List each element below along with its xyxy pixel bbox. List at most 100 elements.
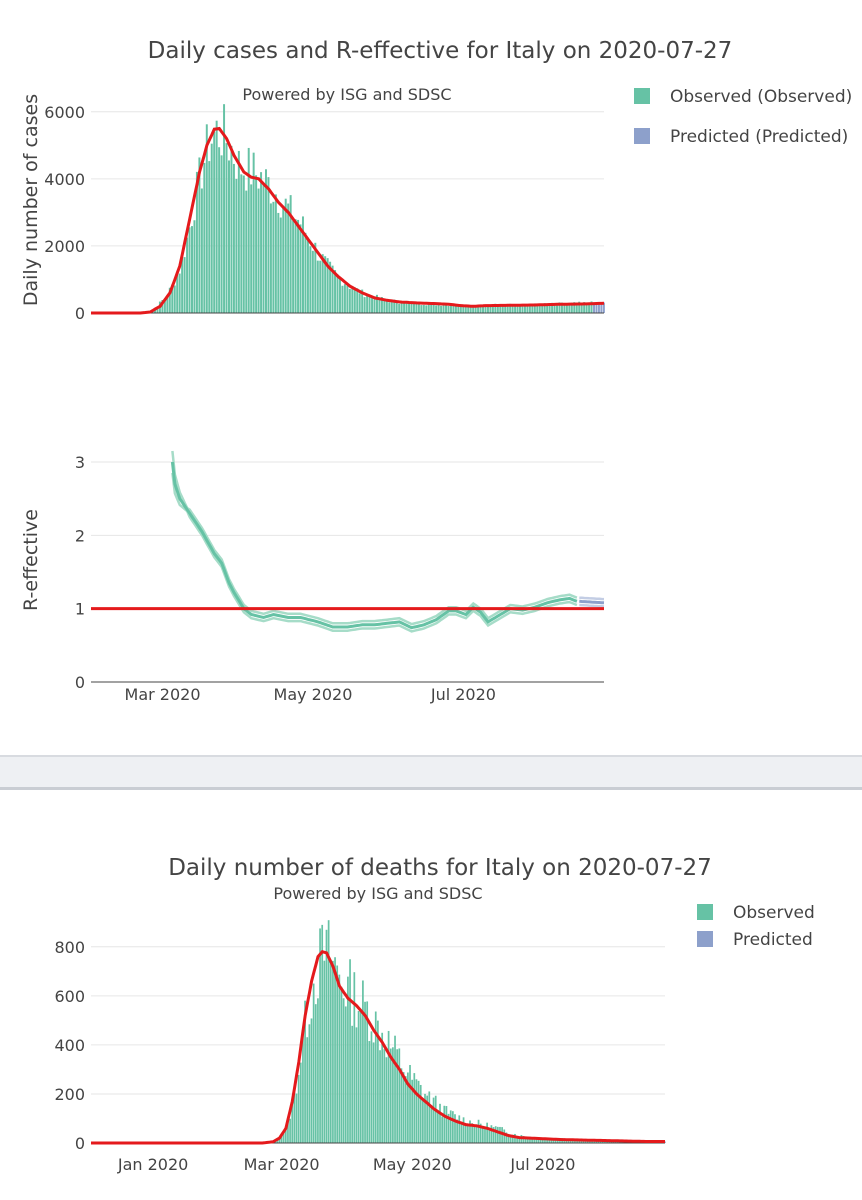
observed-bar [351, 288, 354, 313]
observed-bar [494, 1126, 497, 1143]
observed-bar [548, 1138, 551, 1143]
r-x-tick-label: Jul 2020 [430, 685, 496, 704]
observed-bar [511, 306, 514, 313]
observed-bar [464, 306, 467, 313]
observed-bar [282, 1132, 285, 1143]
r-x-tick-label: May 2020 [274, 685, 353, 704]
predicted-bar [597, 302, 600, 313]
observed-bar [434, 1095, 437, 1143]
observed-bar [321, 254, 324, 313]
legend-observed-swatch[interactable] [634, 88, 650, 104]
observed-bar [488, 1129, 491, 1143]
observed-bar [459, 306, 462, 313]
observed-bar [417, 1080, 420, 1143]
section-divider [0, 755, 862, 790]
observed-bar [456, 1119, 458, 1143]
r-lower-band [171, 472, 578, 633]
observed-bar [183, 257, 186, 313]
observed-bar [484, 1126, 486, 1143]
observed-bar [449, 305, 452, 313]
r-upper-band [171, 450, 578, 626]
observed-bar [506, 306, 509, 313]
observed-bar [312, 983, 315, 1143]
observed-bar [583, 302, 586, 313]
observed-bar [278, 1139, 281, 1143]
observed-bar [326, 258, 329, 313]
observed-bar [213, 132, 216, 313]
legend2-predicted-label[interactable]: Predicted [733, 930, 813, 950]
observed-bar [310, 1018, 313, 1143]
observed-bar [420, 305, 423, 313]
observed-bar [353, 972, 356, 1143]
observed-bar [531, 1137, 533, 1143]
observed-bar [188, 227, 191, 313]
observed-bar [348, 288, 351, 313]
observed-bar [163, 298, 166, 313]
observed-bar [321, 924, 324, 1143]
observed-bar [400, 1068, 403, 1143]
observed-bar [559, 1139, 561, 1143]
observed-bar [336, 965, 339, 1143]
observed-bar [531, 304, 534, 313]
observed-bar [486, 1122, 488, 1143]
observed-bar [417, 304, 420, 313]
legend-predicted-swatch[interactable] [634, 128, 650, 144]
observed-bar [327, 920, 330, 1143]
observed-bar [514, 1133, 516, 1143]
observed-bar [356, 288, 359, 313]
predicted-bar [602, 302, 605, 313]
legend2-observed-label[interactable]: Observed [733, 903, 815, 923]
smoothed-line [91, 950, 665, 1145]
deaths-figure: Daily number of deaths for Italy on 2020… [54, 855, 815, 1174]
observed-bar [504, 305, 507, 313]
observed-bar [509, 1134, 512, 1143]
observed-bar [331, 265, 334, 313]
observed-bar [373, 299, 376, 313]
r-y-tick-label: 2 [75, 526, 85, 545]
observed-bar [442, 305, 445, 313]
observed-bar [437, 304, 440, 313]
observed-bar [276, 1139, 279, 1143]
legend-predicted-label[interactable]: Predicted (Predicted) [670, 127, 848, 147]
observed-bar [484, 304, 487, 313]
observed-bar [316, 260, 319, 313]
observed-bar [469, 306, 472, 313]
y-tick-label: 600 [54, 987, 85, 1006]
legend2-observed-swatch[interactable] [697, 904, 713, 920]
observed-bar [578, 301, 581, 313]
observed-bar [309, 246, 312, 313]
observed-bar [351, 1025, 354, 1143]
observed-bar [314, 1004, 317, 1143]
observed-bar [361, 289, 364, 313]
observed-bar [195, 171, 198, 313]
observed-bar [439, 1103, 441, 1143]
observed-bar [501, 1127, 503, 1143]
observed-bar [205, 124, 208, 313]
observed-bar [274, 194, 277, 313]
observed-bar [522, 1135, 525, 1143]
observed-bar [526, 1137, 529, 1143]
observed-bar [533, 1138, 536, 1143]
observed-bar [496, 304, 499, 313]
observed-bar [486, 305, 489, 313]
observed-bar [156, 307, 159, 313]
legend2-predicted-swatch[interactable] [697, 931, 713, 947]
observed-bar [240, 174, 243, 313]
legend-observed-label[interactable]: Observed (Observed) [670, 87, 852, 107]
observed-bar [280, 1135, 283, 1143]
observed-bar [445, 304, 448, 313]
observed-bar [449, 1110, 452, 1143]
observed-bar [304, 1000, 306, 1143]
observed-bar [325, 929, 328, 1143]
cases-annotation: Powered by ISG and SDSC [242, 85, 451, 104]
observed-bar [428, 1091, 431, 1143]
observed-bar [200, 188, 203, 313]
observed-bar [364, 1001, 366, 1143]
observed-bar [528, 305, 531, 313]
observed-bar [551, 302, 554, 313]
observed-bar [334, 270, 337, 313]
observed-bar [291, 1102, 294, 1143]
observed-bar [394, 1035, 396, 1143]
observed-bar [223, 104, 226, 313]
observed-bar [329, 963, 332, 1143]
